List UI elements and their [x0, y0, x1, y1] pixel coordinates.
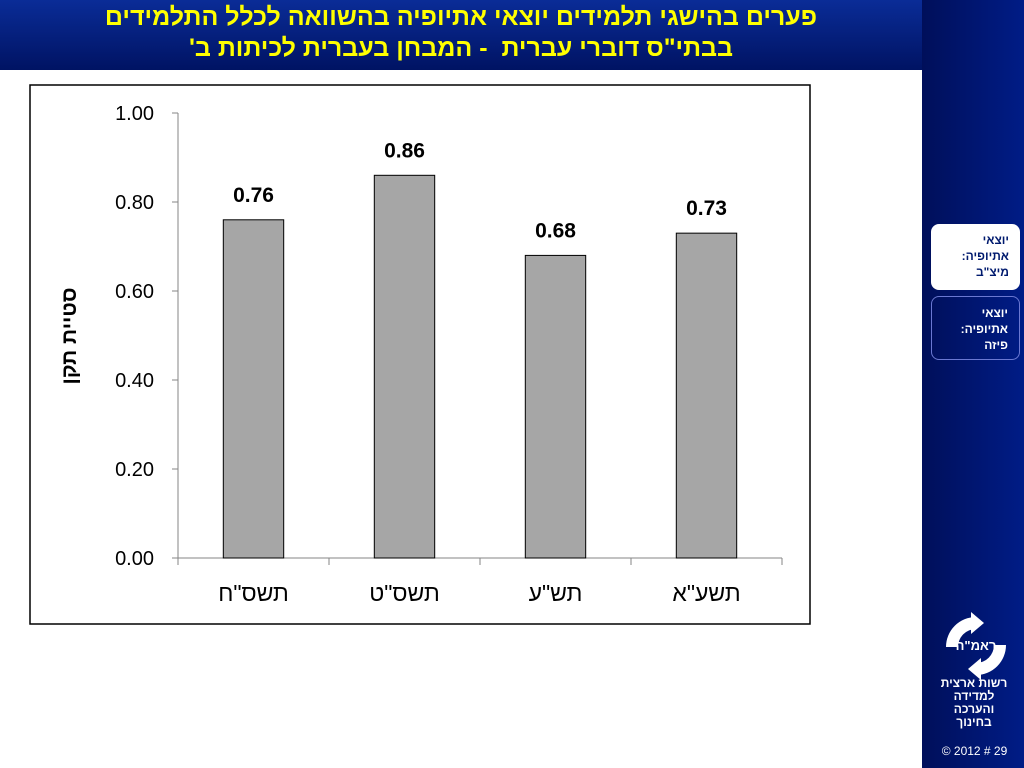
x-axis: תשס"ח תשס"ט תש"ע תשע"א: [177, 557, 783, 606]
org-name-line-4: בחינוך: [956, 715, 992, 729]
org-name-line-1: רשות ארצית: [940, 676, 1008, 690]
bar: [373, 174, 436, 559]
y-axis-title: סטיית תקן: [58, 288, 81, 385]
bar: [675, 232, 738, 559]
bar: [524, 254, 587, 559]
y-tick-label: 0.00: [115, 548, 154, 570]
sidebar: [922, 0, 1024, 768]
y-tick-label: 0.20: [115, 459, 154, 481]
org-name-line-3: והערכה: [953, 702, 995, 716]
data-labels: 0.76 0.86 0.68 0.73: [233, 139, 727, 242]
org-name-line-2: למדידה: [953, 689, 995, 703]
logo-arrow-bottom: [968, 658, 981, 680]
nav-item-pisa-line-1: יוצאי: [981, 306, 1008, 320]
org-name: רשות ארצית למדידה והערכה בחינוך: [926, 677, 1022, 729]
nav-item-mitzav-line-1: יוצאי: [982, 233, 1009, 247]
logo-arc-bottom: [976, 645, 1006, 675]
y-tick-label: 0.80: [115, 192, 154, 214]
nav-item-pisa-line-3: פיזה: [984, 338, 1008, 352]
x-tick-label: תש"ע: [529, 580, 583, 606]
x-tick-label: תשע"א: [672, 580, 740, 606]
bar: [222, 219, 285, 559]
nav-item-mitzav-line-2: אתיופיה:: [961, 249, 1009, 263]
y-tick-label: 0.60: [115, 281, 154, 303]
slide-title-line-2: בבתי"ס דוברי עברית - המבחן בעברית לכיתות…: [188, 34, 734, 62]
logo-text: ראמ"ה: [956, 638, 997, 653]
bars: [222, 174, 738, 559]
y-tick-label: 1.00: [115, 103, 154, 125]
data-label: 0.68: [535, 219, 576, 242]
slide-footer: © 2012 # 29: [941, 744, 1008, 758]
slide-title: פערים בהישגי תלמידים יוצאי אתיופיה בהשוו…: [0, 2, 922, 64]
y-tick-label: 0.40: [115, 370, 154, 392]
nav-item-mitzav[interactable]: יוצאי אתיופיה: מיצ"ב: [931, 224, 1020, 290]
y-axis: 0.00 0.20 0.40 0.60 0.80 1.00: [115, 103, 179, 570]
nav-item-mitzav-line-3: מיצ"ב: [975, 265, 1009, 279]
logo-arrow-top: [971, 612, 984, 634]
nav-item-pisa-line-2: אתיופיה:: [960, 322, 1008, 336]
rama-logo[interactable]: ראמ"ה: [938, 612, 1014, 680]
data-label: 0.73: [686, 197, 727, 220]
data-label: 0.76: [233, 184, 274, 207]
logo-arc-top: [946, 617, 976, 647]
slide-title-line-1: פערים בהישגי תלמידים יוצאי אתיופיה בהשוו…: [104, 3, 818, 31]
x-tick-label: תשס"ט: [369, 580, 439, 606]
data-label: 0.86: [384, 139, 425, 162]
title-bar: פערים בהישגי תלמידים יוצאי אתיופיה בהשוו…: [0, 0, 922, 70]
nav-item-pisa[interactable]: יוצאי אתיופיה: פיזה: [931, 296, 1020, 360]
x-tick-label: תשס"ח: [218, 580, 289, 606]
